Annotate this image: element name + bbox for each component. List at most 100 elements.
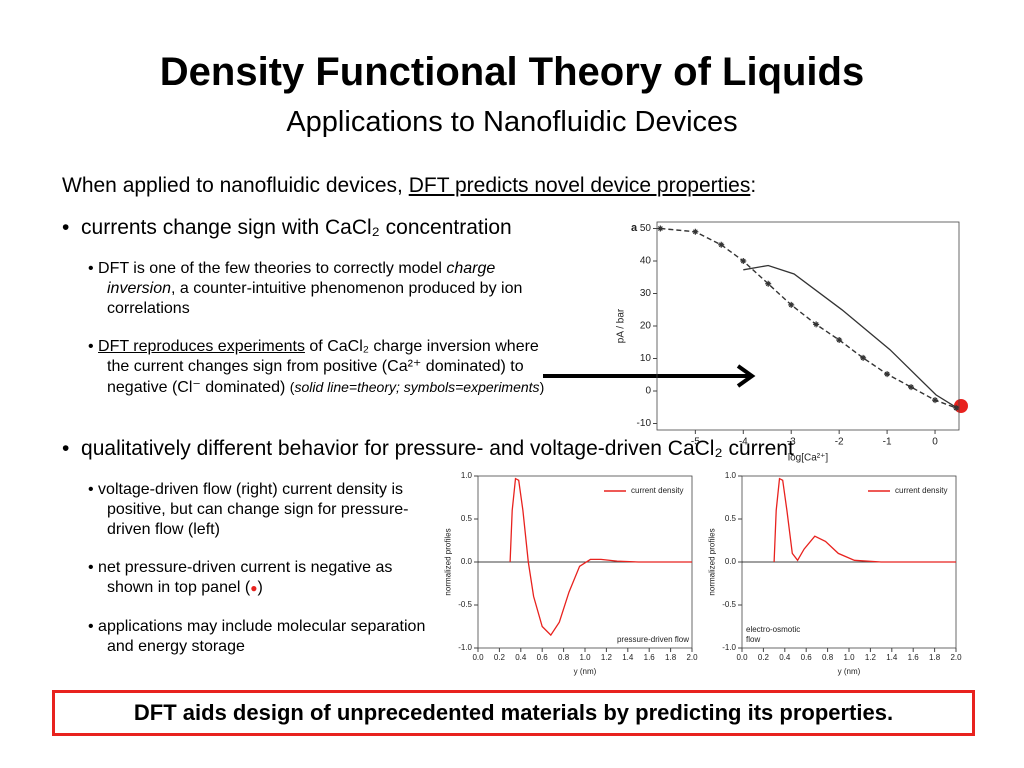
sub-bullet-text: applications may include molecular separ… [98, 618, 426, 655]
series-line [743, 264, 957, 408]
x-tick-label: 0.0 [472, 653, 484, 662]
x-tick-label: 1.6 [644, 653, 656, 662]
sub-bullet-note: ) [539, 379, 545, 395]
x-tick-label: 0.0 [736, 653, 748, 662]
sub-bullet-text: voltage-driven flow (right) current dens… [98, 481, 409, 538]
x-tick-label: 0.2 [494, 653, 506, 662]
x-tick-label: 0.6 [537, 653, 549, 662]
data-point [788, 301, 795, 308]
sub-bullet-note: ( [289, 379, 295, 395]
x-tick-label: 1.2 [865, 653, 877, 662]
data-point [932, 397, 939, 404]
footer-box: DFT aids design of unprecedented materia… [52, 690, 975, 736]
y-tick-label: 0.0 [725, 557, 737, 566]
plot-frame [656, 221, 960, 431]
series-line [509, 477, 692, 637]
y-axis-label: pA / bar [616, 308, 627, 343]
y-tick-label: -0.5 [458, 600, 472, 609]
series-line [660, 227, 957, 409]
data-point [860, 354, 867, 361]
y-tick-label: -10 [637, 418, 652, 429]
y-tick-label: 0.5 [725, 514, 737, 523]
bullet: • qualitatively different behavior for p… [62, 437, 794, 460]
data-point [740, 258, 747, 264]
sub-bullet: • DFT is one of the few theories to corr… [88, 260, 523, 317]
intro-text: When applied to nanofluidic devices, [62, 174, 409, 197]
y-tick-label: 1.0 [725, 471, 737, 480]
intro-end: : [750, 174, 757, 197]
x-tick-label: 1.0 [579, 653, 591, 662]
slide-subtitle: Applications to Nanofluidic Devices [286, 106, 738, 138]
x-tick-label: 0.2 [758, 653, 770, 662]
sub-bullet: • DFT reproduces experiments of CaCl₂ ch… [88, 338, 545, 396]
annotation: electro-osmotic [746, 625, 800, 634]
x-tick-label: -1 [883, 437, 892, 448]
x-tick-label: 0.6 [801, 653, 813, 662]
sub-bullet-note: solid line=theory; symbols=experiments [294, 379, 540, 395]
intro: When applied to nanofluidic devices, DFT… [62, 174, 756, 198]
annotation: pressure-driven flow [617, 635, 689, 644]
data-point [884, 371, 891, 378]
y-tick-label: 0.5 [461, 514, 473, 523]
sub-bullet-text: net pressure-driven current is negative … [98, 559, 393, 596]
x-tick-label: 1.4 [622, 653, 634, 662]
bullet: • currents change sign with CaCl₂ concen… [62, 216, 512, 239]
y-tick-label: 0 [645, 386, 651, 397]
x-tick-label: 0.8 [558, 653, 570, 662]
x-axis-label: y (nm) [838, 667, 861, 676]
y-tick-label: 10 [640, 353, 652, 364]
y-axis-label: normalized profiles [708, 528, 717, 595]
bullet-text: currents change sign with CaCl₂ concentr… [81, 216, 512, 239]
y-tick-label: 0.0 [461, 557, 473, 566]
x-tick-label: -2 [835, 437, 844, 448]
intro-highlight: DFT predicts novel device properties [408, 174, 751, 197]
x-tick-label: 2.0 [950, 653, 962, 662]
x-tick-label: 2.0 [686, 653, 698, 662]
y-tick-label: -1.0 [458, 643, 472, 652]
y-tick-label: -0.5 [722, 600, 736, 609]
sub-bullet: • applications may include molecular sep… [88, 618, 426, 655]
x-tick-label: 0.4 [779, 653, 791, 662]
x-tick-label: -4 [739, 437, 748, 448]
x-tick-label: 1.4 [886, 653, 898, 662]
data-point [953, 404, 960, 411]
y-tick-label: -1.0 [722, 643, 736, 652]
sub-bullet-italic: charge inversion [107, 260, 496, 297]
x-tick-label: 0.8 [822, 653, 834, 662]
y-axis-label: normalized profiles [444, 528, 453, 595]
sub-bullet: • net pressure-driven current is negativ… [88, 559, 393, 596]
arrow-head [736, 364, 756, 388]
annotation: flow [746, 635, 760, 644]
sub-bullet-underline: DFT reproduces experiments [98, 338, 305, 355]
series-line [773, 477, 956, 563]
sub-bullet-text: of CaCl₂ charge inversion where the curr… [107, 338, 539, 396]
data-point [836, 336, 843, 343]
y-tick-label: 30 [640, 288, 652, 299]
data-point [657, 225, 664, 232]
x-tick-label: 0.4 [515, 653, 527, 662]
y-tick-label: 20 [640, 321, 652, 332]
legend-label: current density [631, 486, 683, 495]
x-axis-label: y (nm) [574, 667, 597, 676]
y-tick-label: 50 [640, 223, 652, 234]
sub-bullet-text: ) [257, 579, 263, 596]
x-tick-label: 1.6 [908, 653, 920, 662]
sub-bullet-text: DFT is one of the few theories to correc… [98, 260, 447, 277]
y-tick-label: 1.0 [461, 471, 473, 480]
x-tick-label: 1.8 [665, 653, 677, 662]
slide-title: Density Functional Theory of Liquids [159, 50, 865, 94]
data-point [908, 384, 915, 391]
legend-label: current density [895, 486, 947, 495]
panel-label: a [631, 222, 638, 234]
footer-text: DFT aids design of unprecedented materia… [133, 700, 894, 725]
data-point [765, 280, 772, 287]
x-tick-label: -3 [787, 437, 796, 448]
y-tick-label: 40 [640, 256, 652, 267]
x-tick-label: 1.0 [843, 653, 855, 662]
x-tick-label: -5 [691, 437, 700, 448]
red-dot-symbol: ● [250, 581, 258, 595]
data-point [692, 228, 699, 235]
x-tick-label: 1.2 [601, 653, 613, 662]
